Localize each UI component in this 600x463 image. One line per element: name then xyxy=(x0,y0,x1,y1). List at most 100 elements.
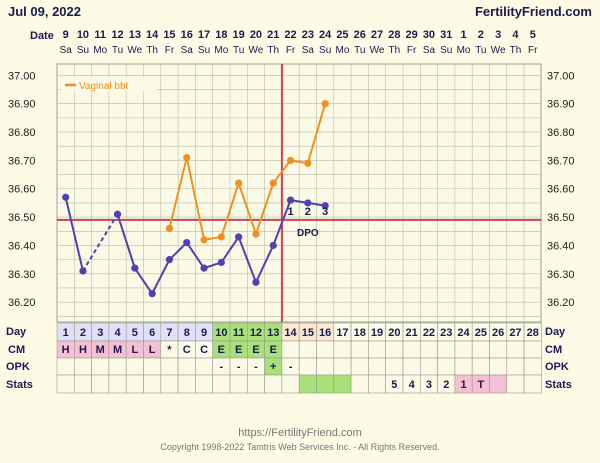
day-row-label-right: Day xyxy=(545,326,566,338)
stats-value: T xyxy=(477,379,484,391)
site-name: FertilityFriend.com xyxy=(475,4,592,19)
date-label: 31 xyxy=(440,29,452,41)
cm-cell xyxy=(402,340,421,359)
data-point xyxy=(131,264,139,272)
series-line-segment xyxy=(185,242,205,269)
series-line-segment xyxy=(64,197,84,272)
date-label: 23 xyxy=(302,29,314,41)
stats-value: 5 xyxy=(391,379,397,391)
opk-cell xyxy=(56,357,75,376)
day-value: 24 xyxy=(457,327,470,339)
cm-value: E xyxy=(235,344,242,356)
opk-value: + xyxy=(270,361,276,373)
day-value: 10 xyxy=(215,327,227,339)
data-point xyxy=(286,196,295,204)
date-label: 26 xyxy=(354,29,366,41)
stats-cell xyxy=(125,374,144,394)
day-value: 12 xyxy=(250,327,262,339)
date-label: 19 xyxy=(233,29,245,41)
date-label: 25 xyxy=(336,29,348,41)
data-point xyxy=(235,233,243,241)
cm-cell xyxy=(316,340,335,359)
stats-cell xyxy=(316,374,335,394)
data-point xyxy=(252,278,260,286)
opk-cell xyxy=(74,357,92,376)
cm-cell xyxy=(419,340,438,359)
weekday-label: Su xyxy=(198,45,210,56)
opk-cell xyxy=(160,357,179,376)
series-line-segment xyxy=(134,267,153,295)
series-line-segment xyxy=(116,213,136,269)
stats-cell xyxy=(177,374,196,394)
series-line-segment xyxy=(255,245,275,283)
series-line-segment xyxy=(237,236,257,283)
weekday-label: Th xyxy=(267,45,279,56)
stats-row-label: Stats xyxy=(6,379,33,391)
weekday-label: We xyxy=(491,45,506,56)
weekday-label: Fr xyxy=(165,45,175,56)
day-value: 21 xyxy=(406,327,418,339)
cm-cell xyxy=(523,340,542,359)
data-point xyxy=(62,193,70,201)
data-point xyxy=(200,236,208,244)
stats-cell xyxy=(56,374,75,394)
day-value: 18 xyxy=(354,327,366,339)
cm-cell xyxy=(368,340,386,359)
day-value: 5 xyxy=(132,327,138,339)
opk-cell xyxy=(437,357,456,376)
day-value: 13 xyxy=(267,327,279,339)
cm-value: H xyxy=(79,344,87,356)
day-value: 11 xyxy=(233,327,245,339)
cm-value: M xyxy=(96,344,105,356)
date-label: 1 xyxy=(460,29,466,41)
stats-cell xyxy=(247,374,265,394)
day-value: 14 xyxy=(284,327,297,339)
stats-cell xyxy=(489,374,508,394)
day-value: 27 xyxy=(509,327,521,339)
y-tick-label: 36.20 xyxy=(8,297,36,309)
dpo-caption: DPO xyxy=(297,228,319,239)
opk-row-label-right: OPK xyxy=(545,361,569,373)
date-label: 24 xyxy=(319,29,332,41)
day-value: 28 xyxy=(527,327,539,339)
data-point xyxy=(200,264,208,272)
data-point xyxy=(165,256,174,264)
data-point xyxy=(165,224,174,233)
date-label: 3 xyxy=(495,29,501,41)
cm-cell xyxy=(298,340,317,359)
opk-cell xyxy=(177,357,196,376)
data-point xyxy=(235,179,243,187)
series-line-segment xyxy=(168,157,188,229)
y-tick-label-right: 36.80 xyxy=(547,127,575,139)
series xyxy=(62,100,329,298)
data-point xyxy=(183,239,191,247)
weekday-label: Fr xyxy=(528,45,538,56)
weekday-label: Fr xyxy=(407,45,417,56)
cm-value: L xyxy=(131,344,138,356)
day-value: 4 xyxy=(114,327,121,339)
footer-copyright: Copyright 1998-2022 Tamtris Web Services… xyxy=(160,442,439,452)
y-tick-label: 37.00 xyxy=(8,70,36,82)
day-value: 2 xyxy=(80,327,86,339)
opk-cell xyxy=(523,357,542,376)
data-point xyxy=(321,100,329,108)
date-label: 22 xyxy=(284,29,296,41)
stats-cell xyxy=(195,374,213,394)
y-axis-ticks: 37.00 37.00 36.90 36.90 36.80 36.80 36.70 36.70… xyxy=(8,70,575,309)
date-label: 2 xyxy=(478,29,484,41)
stats-cell xyxy=(523,374,542,394)
data-point xyxy=(286,156,295,164)
weekday-row: Sa Su Mo Tu We Th Fr Sa Su Mo Tu We Th Fr Sa Su Mo Tu We Th… xyxy=(60,45,539,56)
series-line-segment xyxy=(306,103,327,164)
y-tick-label-right: 36.70 xyxy=(547,155,575,167)
day-value: 8 xyxy=(184,327,190,339)
weekday-label: Th xyxy=(510,45,522,56)
day-value: 3 xyxy=(97,327,103,339)
weekday-label: Tu xyxy=(354,45,365,56)
weekday-label: Fr xyxy=(286,45,296,56)
cm-cell xyxy=(281,340,300,359)
stats-cell xyxy=(350,374,369,394)
series-line-segment xyxy=(151,259,171,295)
